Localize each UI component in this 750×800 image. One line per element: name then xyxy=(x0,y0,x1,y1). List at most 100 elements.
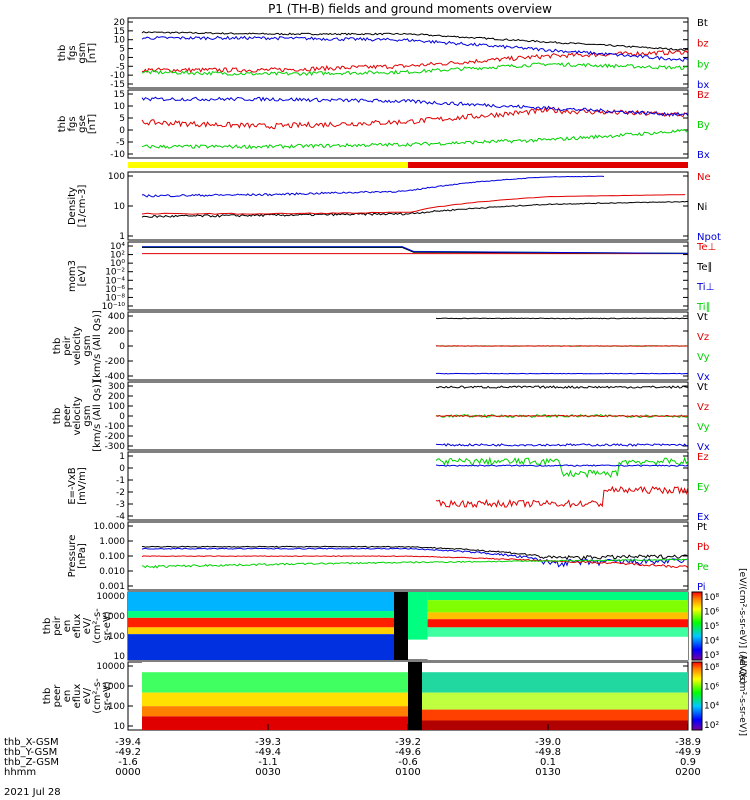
colorbar-tick-label: 10⁸ xyxy=(704,663,719,673)
legend-entry: By xyxy=(697,120,710,131)
panel-frame-fgs-gsm xyxy=(127,17,689,89)
spectrogram-band xyxy=(408,662,422,730)
y-axis-label: thbpeirenefluxeV/(cm²-s-sr-eV) xyxy=(42,608,113,644)
y-tick-label: 100 xyxy=(108,172,125,182)
axis-row-value: 0030 xyxy=(255,767,280,778)
y-tick-label: 5 xyxy=(119,45,125,55)
y-tick-label: 0 xyxy=(119,53,125,63)
y-axis-label-line: peer xyxy=(52,684,63,708)
series-Pt xyxy=(141,545,689,561)
series-Ti-perp xyxy=(142,246,689,254)
spectrogram-band xyxy=(142,692,408,707)
legend-entry: Vy xyxy=(697,422,710,433)
y-tick-label: 0.100 xyxy=(99,552,125,562)
y-axis-label-line: (cm²-s- xyxy=(92,608,103,644)
y-tick-label: 1000 xyxy=(102,612,125,622)
series-Npot xyxy=(141,175,605,198)
y-axis-label-line: en xyxy=(62,620,73,633)
colorbar xyxy=(691,591,703,661)
y-axis-label-line: fgs xyxy=(67,116,78,131)
panel-frame-density xyxy=(127,171,689,241)
legend-entry: Pt xyxy=(697,522,707,533)
y-axis-label-line: [eV] xyxy=(77,266,88,287)
y-axis-label-line: Density xyxy=(67,187,78,225)
series-Ey xyxy=(435,456,689,479)
series-peir-Vt xyxy=(435,317,689,320)
y-tick-label: -15 xyxy=(110,80,125,90)
legend-entry: Vz xyxy=(697,332,709,343)
y-tick-label: 10⁻⁴ xyxy=(105,276,125,286)
y-axis-label-line: en xyxy=(62,690,73,703)
y-axis-label-line: thb xyxy=(57,45,68,62)
colorbar-label: [eV/(cm²-s-sr-eV)] xyxy=(737,656,747,736)
colorbar-tick-label: 10⁴ xyxy=(704,637,719,647)
y-tick-label: 10⁻⁸ xyxy=(105,293,125,303)
series-Ne xyxy=(141,194,686,215)
y-tick-label: 10⁻¹⁰ xyxy=(102,302,126,312)
y-tick-label: -10 xyxy=(110,71,125,81)
y-tick-label: -400 xyxy=(105,372,126,382)
axis-row-value: 0100 xyxy=(395,767,420,778)
axis-row-value: 0130 xyxy=(535,767,560,778)
figure-title: P1 (TH-B) fields and ground moments over… xyxy=(268,2,552,16)
y-axis-label: mom3[eV] xyxy=(67,260,88,292)
y-tick-label: 100 xyxy=(108,702,125,712)
spectrogram-band xyxy=(427,636,688,660)
panel-frame-temp xyxy=(127,241,689,311)
axis-row-value: -1.1 xyxy=(258,757,278,768)
y-axis-label-line: velocity xyxy=(72,396,83,435)
panel-frame-efield xyxy=(127,451,689,521)
series-By xyxy=(141,128,689,150)
y-tick-label: 1 xyxy=(119,232,125,242)
colorbar xyxy=(691,661,703,731)
colorbar-tick-label: 10⁴ xyxy=(704,702,719,712)
y-tick-label: 0.001 xyxy=(99,582,125,592)
y-axis-label-line: thb xyxy=(42,618,53,635)
axis-row-label: thb_Z-GSM xyxy=(4,757,59,768)
colorbar-tick-label: 10⁸ xyxy=(704,593,719,603)
y-axis-label-line: [nPa] xyxy=(77,543,88,569)
legend-entry: Pe xyxy=(697,562,709,573)
spectrogram-band xyxy=(408,592,428,640)
axis-row-value: -49.9 xyxy=(675,747,701,758)
y-tick-label: 100 xyxy=(108,632,125,642)
colorbar-tick-label: 10³ xyxy=(704,651,719,661)
axis-row-value: -49.2 xyxy=(115,747,141,758)
y-axis-label-line: eflux xyxy=(72,684,83,709)
y-axis-label: thbpeervelocitygsm[km/s (All Qs)] xyxy=(52,380,103,452)
y-tick-label: 0 xyxy=(119,342,125,352)
y-axis-label: E=-VxB[mV/m] xyxy=(67,467,88,505)
y-tick-label: 10 xyxy=(114,102,126,112)
y-tick-label: 400 xyxy=(108,312,125,322)
y-axis-label-line: sr-eV) xyxy=(102,681,113,710)
y-axis-label: Density[1/cm-3] xyxy=(67,185,88,228)
colorbar-tick-label: 10⁵ xyxy=(704,622,719,632)
y-tick-label: 10⁻⁶ xyxy=(105,285,125,295)
y-tick-label: -2 xyxy=(116,488,125,498)
y-tick-label: 10000 xyxy=(96,662,125,672)
spectrogram-band xyxy=(427,612,688,620)
spectrogram-band xyxy=(427,592,688,601)
spectrogram-band xyxy=(142,706,408,717)
y-axis-label-line: eflux xyxy=(72,614,83,639)
y-tick-label: 0 xyxy=(119,464,125,474)
legend-entry: Vt xyxy=(697,382,708,393)
series-peir-Vx xyxy=(435,372,689,375)
axis-row-value: 0.9 xyxy=(680,757,696,768)
series-Bx xyxy=(141,96,689,117)
y-tick-label: 10 xyxy=(114,652,126,662)
y-tick-label: 1.000 xyxy=(99,537,125,547)
y-axis-label: Pressure[nPa] xyxy=(67,535,88,578)
legend-entry: Vx xyxy=(697,442,710,453)
y-axis-label-line: eV/ xyxy=(82,617,93,634)
axis-row-label: hhmm xyxy=(4,767,36,778)
y-axis-label-line: peir xyxy=(62,335,73,355)
panel-frame-fgs-gse xyxy=(127,89,689,159)
y-axis-label: thbpeirvelocitygsm[km/s (All Qs)] xyxy=(52,310,103,382)
y-axis-label-line: thb xyxy=(57,116,68,133)
series-Ni xyxy=(141,200,689,218)
series-peer-Vz xyxy=(435,414,689,418)
y-axis-label-line: mom3 xyxy=(67,260,78,292)
series-Pi xyxy=(141,547,689,568)
